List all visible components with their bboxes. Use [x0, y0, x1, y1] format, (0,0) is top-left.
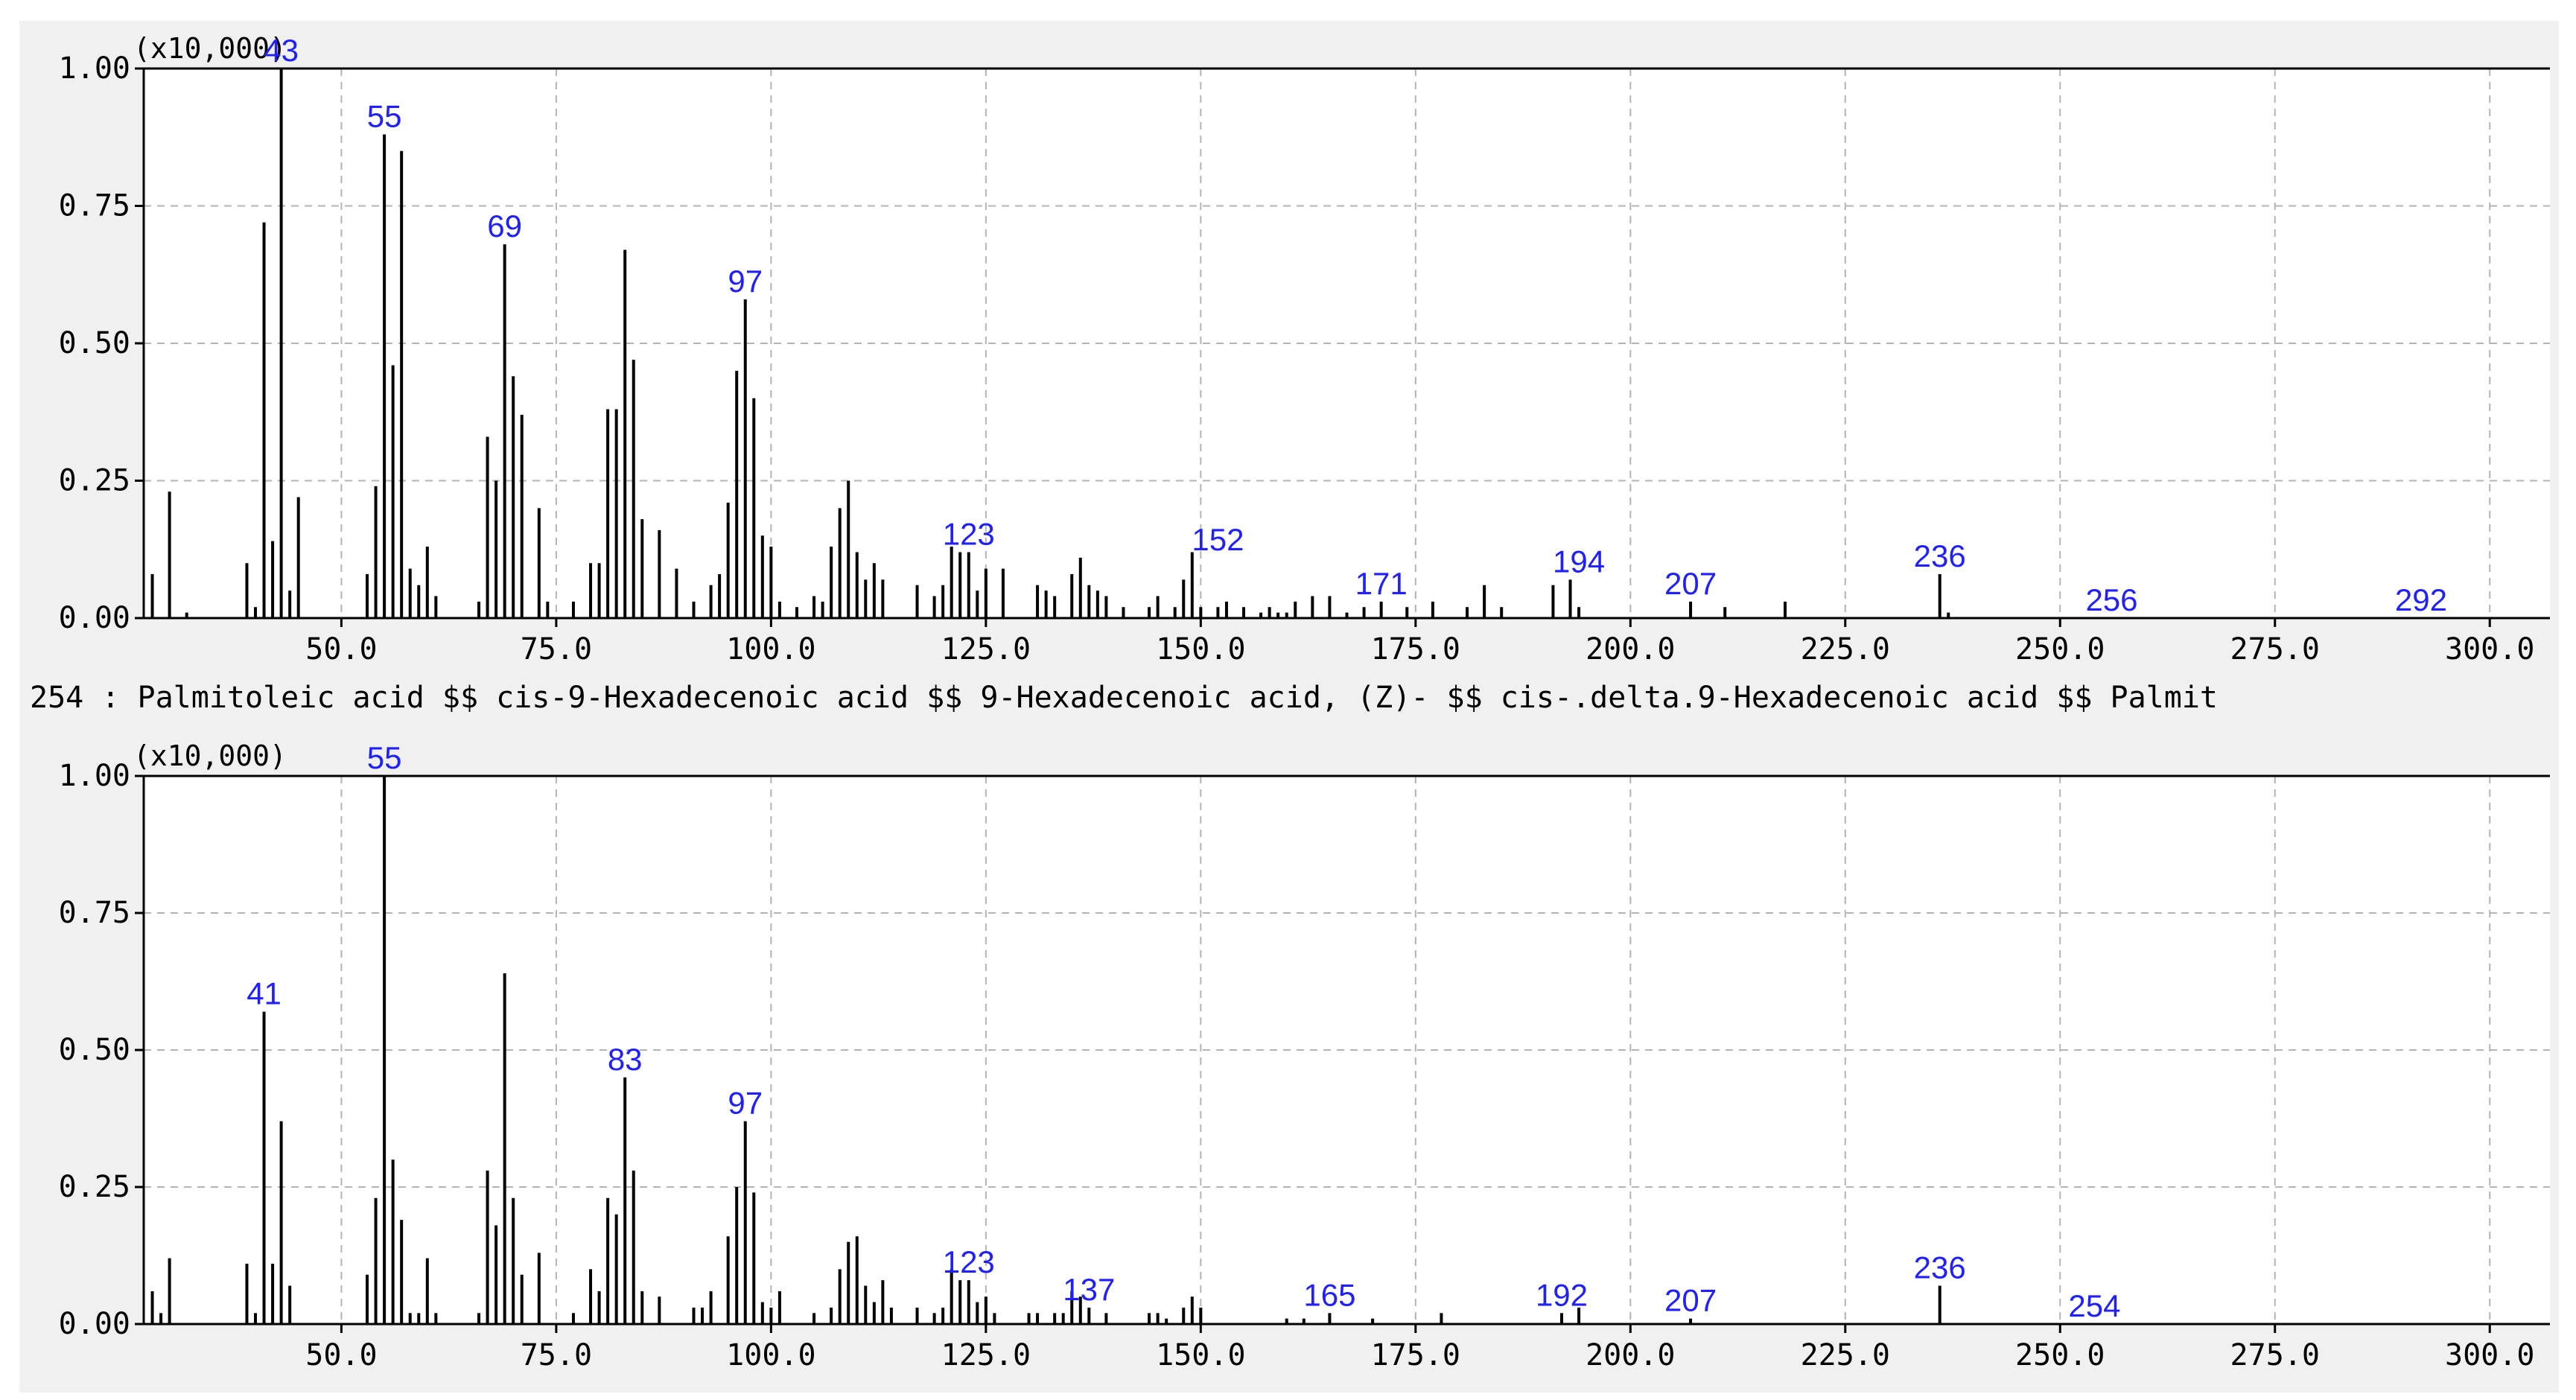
top-y-tick-label: 0.75	[59, 189, 130, 223]
top-x-tick-label: 175.0	[1371, 632, 1460, 666]
bottom-peak-label: 123	[943, 1244, 995, 1279]
bottom-intensity-scale-label: (x10,000)	[133, 739, 287, 772]
bottom-peak-label: 165	[1303, 1277, 1355, 1312]
top-plot-area	[144, 69, 2550, 618]
top-peak-label: 55	[367, 99, 402, 134]
bottom-peak-label: 137	[1063, 1272, 1115, 1307]
bottom-x-tick-label: 300.0	[2445, 1338, 2534, 1372]
bottom-x-tick-label: 275.0	[2230, 1338, 2320, 1372]
top-y-tick-label: 0.00	[59, 601, 130, 635]
top-peak-label: 171	[1355, 566, 1408, 601]
bottom-peak-label: 254	[2068, 1288, 2120, 1323]
bottom-x-tick-label: 250.0	[2015, 1338, 2105, 1372]
bottom-x-tick-label: 75.0	[521, 1338, 592, 1372]
top-y-tick-label: 0.25	[59, 464, 130, 498]
bottom-x-tick-label: 200.0	[1586, 1338, 1675, 1372]
top-x-tick-label: 125.0	[941, 632, 1031, 666]
bottom-plot-area	[144, 776, 2550, 1324]
bottom-x-tick-label: 150.0	[1156, 1338, 1245, 1372]
top-peak-label: 207	[1664, 566, 1717, 601]
bottom-x-tick-label: 50.0	[305, 1338, 377, 1372]
top-peak-label: 69	[487, 209, 522, 244]
bottom-peak-label: 207	[1664, 1283, 1717, 1318]
top-peak-label: 43	[264, 33, 299, 68]
bottom-x-tick-label: 175.0	[1371, 1338, 1460, 1372]
bottom-y-tick-label: 0.75	[59, 896, 130, 930]
bottom-peak-label: 83	[608, 1042, 643, 1077]
top-x-tick-label: 100.0	[726, 632, 815, 666]
bottom-peak-label: 97	[728, 1086, 763, 1121]
top-peak-label: 123	[943, 516, 995, 551]
top-peak-label: 256	[2085, 582, 2137, 617]
top-y-tick-label: 0.50	[59, 326, 130, 360]
top-intensity-scale-label: (x10,000)	[133, 32, 287, 65]
top-x-tick-label: 250.0	[2015, 632, 2105, 666]
bottom-y-tick-label: 0.50	[59, 1033, 130, 1067]
bottom-x-tick-label: 225.0	[1801, 1338, 1890, 1372]
bottom-spectrum-chart: 0.00 0.25 0.50 0.75 1.00 50.0 75.0 100.0 125.0 15…	[59, 739, 2550, 1372]
bottom-x-tick-label: 125.0	[941, 1338, 1031, 1372]
bottom-peak-label: 41	[247, 976, 282, 1011]
top-peak-label: 292	[2395, 582, 2447, 617]
bottom-y-tick-label: 0.25	[59, 1170, 130, 1204]
top-x-tick-label: 200.0	[1586, 632, 1675, 666]
bottom-peak-label: 55	[367, 740, 402, 775]
library-hit-caption: 254 : Palmitoleic acid $$ cis-9-Hexadece…	[30, 681, 2218, 715]
bottom-y-tick-label: 1.00	[59, 759, 130, 793]
top-peak-label: 194	[1553, 544, 1605, 579]
top-spectrum-chart: 0.00 0.25 0.50 0.75 1.00 50.0 75.0 100.0 125.0 15…	[59, 32, 2550, 666]
top-x-tick-label: 300.0	[2445, 632, 2534, 666]
bottom-peak-label: 236	[1914, 1250, 1966, 1285]
top-peak-label: 152	[1192, 522, 1244, 557]
top-peak-label: 97	[728, 264, 763, 299]
top-peak-label: 236	[1914, 538, 1966, 573]
top-y-tick-label: 1.00	[59, 51, 130, 86]
bottom-peak-label: 192	[1536, 1277, 1588, 1312]
bottom-x-tick-label: 100.0	[726, 1338, 815, 1372]
top-x-tick-label: 75.0	[521, 632, 592, 666]
bottom-y-tick-label: 0.00	[59, 1307, 130, 1341]
top-x-tick-label: 225.0	[1801, 632, 1890, 666]
top-x-tick-label: 50.0	[305, 632, 377, 666]
top-x-tick-label: 275.0	[2230, 632, 2320, 666]
top-x-tick-label: 150.0	[1156, 632, 1245, 666]
